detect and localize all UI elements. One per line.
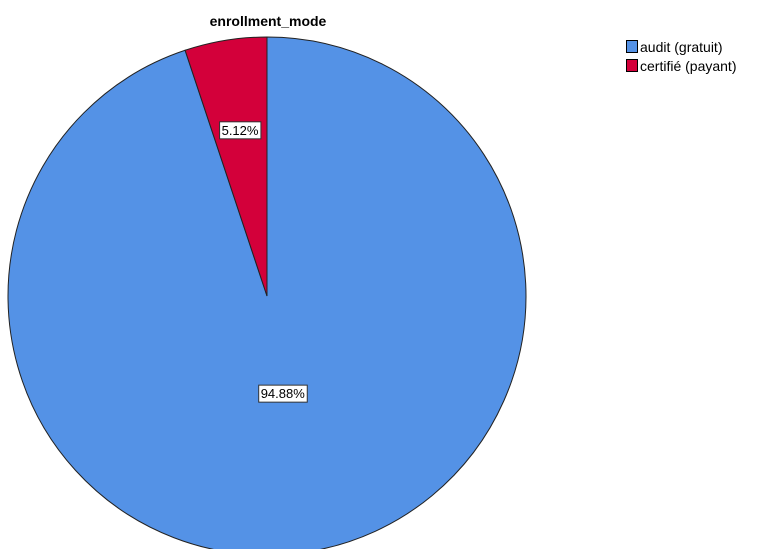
data-label-box-audit	[258, 384, 308, 403]
chart-title: enrollment_mode	[209, 13, 327, 29]
legend-item-audit: audit (gratuit)	[626, 37, 736, 56]
legend: audit (gratuit) certifié (payant)	[626, 37, 736, 75]
legend-label-audit: audit (gratuit)	[640, 38, 723, 55]
legend-label-certifie: certifié (payant)	[640, 57, 737, 74]
pie-slice-certifie	[184, 36, 268, 297]
data-label-certifie: 5.12%	[222, 123, 259, 138]
legend-swatch-certifie	[626, 59, 638, 72]
data-label-audit: 94.88%	[261, 386, 306, 401]
legend-swatch-audit	[626, 40, 638, 53]
data-label-box-certifie	[219, 121, 262, 140]
pie-slice-audit	[7, 36, 527, 549]
legend-item-certifie: certifié (payant)	[626, 56, 736, 75]
